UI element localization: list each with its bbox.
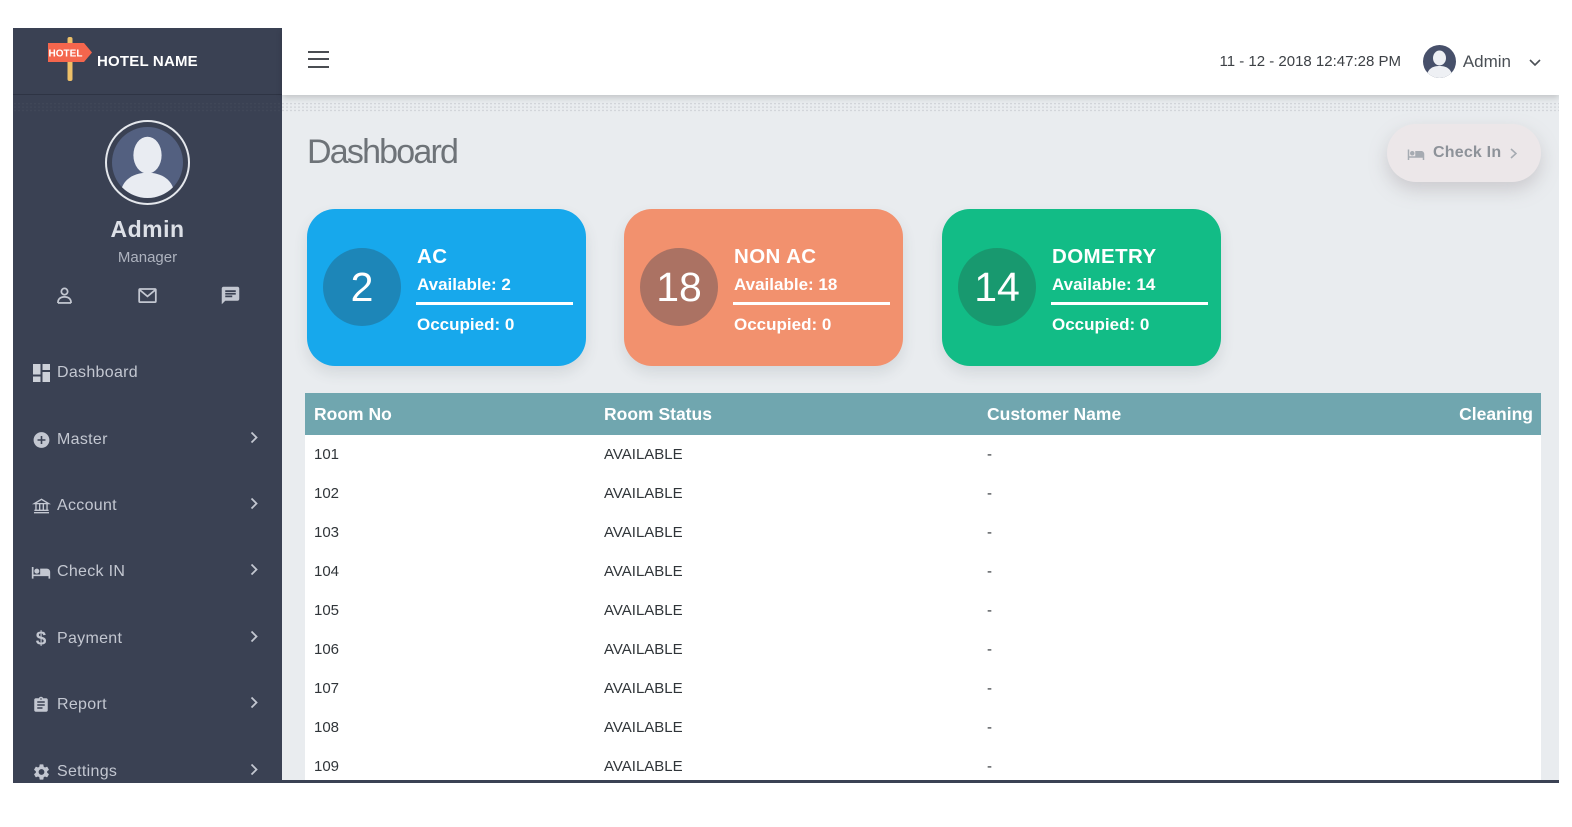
svg-text:HOTEL: HOTEL xyxy=(49,49,83,60)
